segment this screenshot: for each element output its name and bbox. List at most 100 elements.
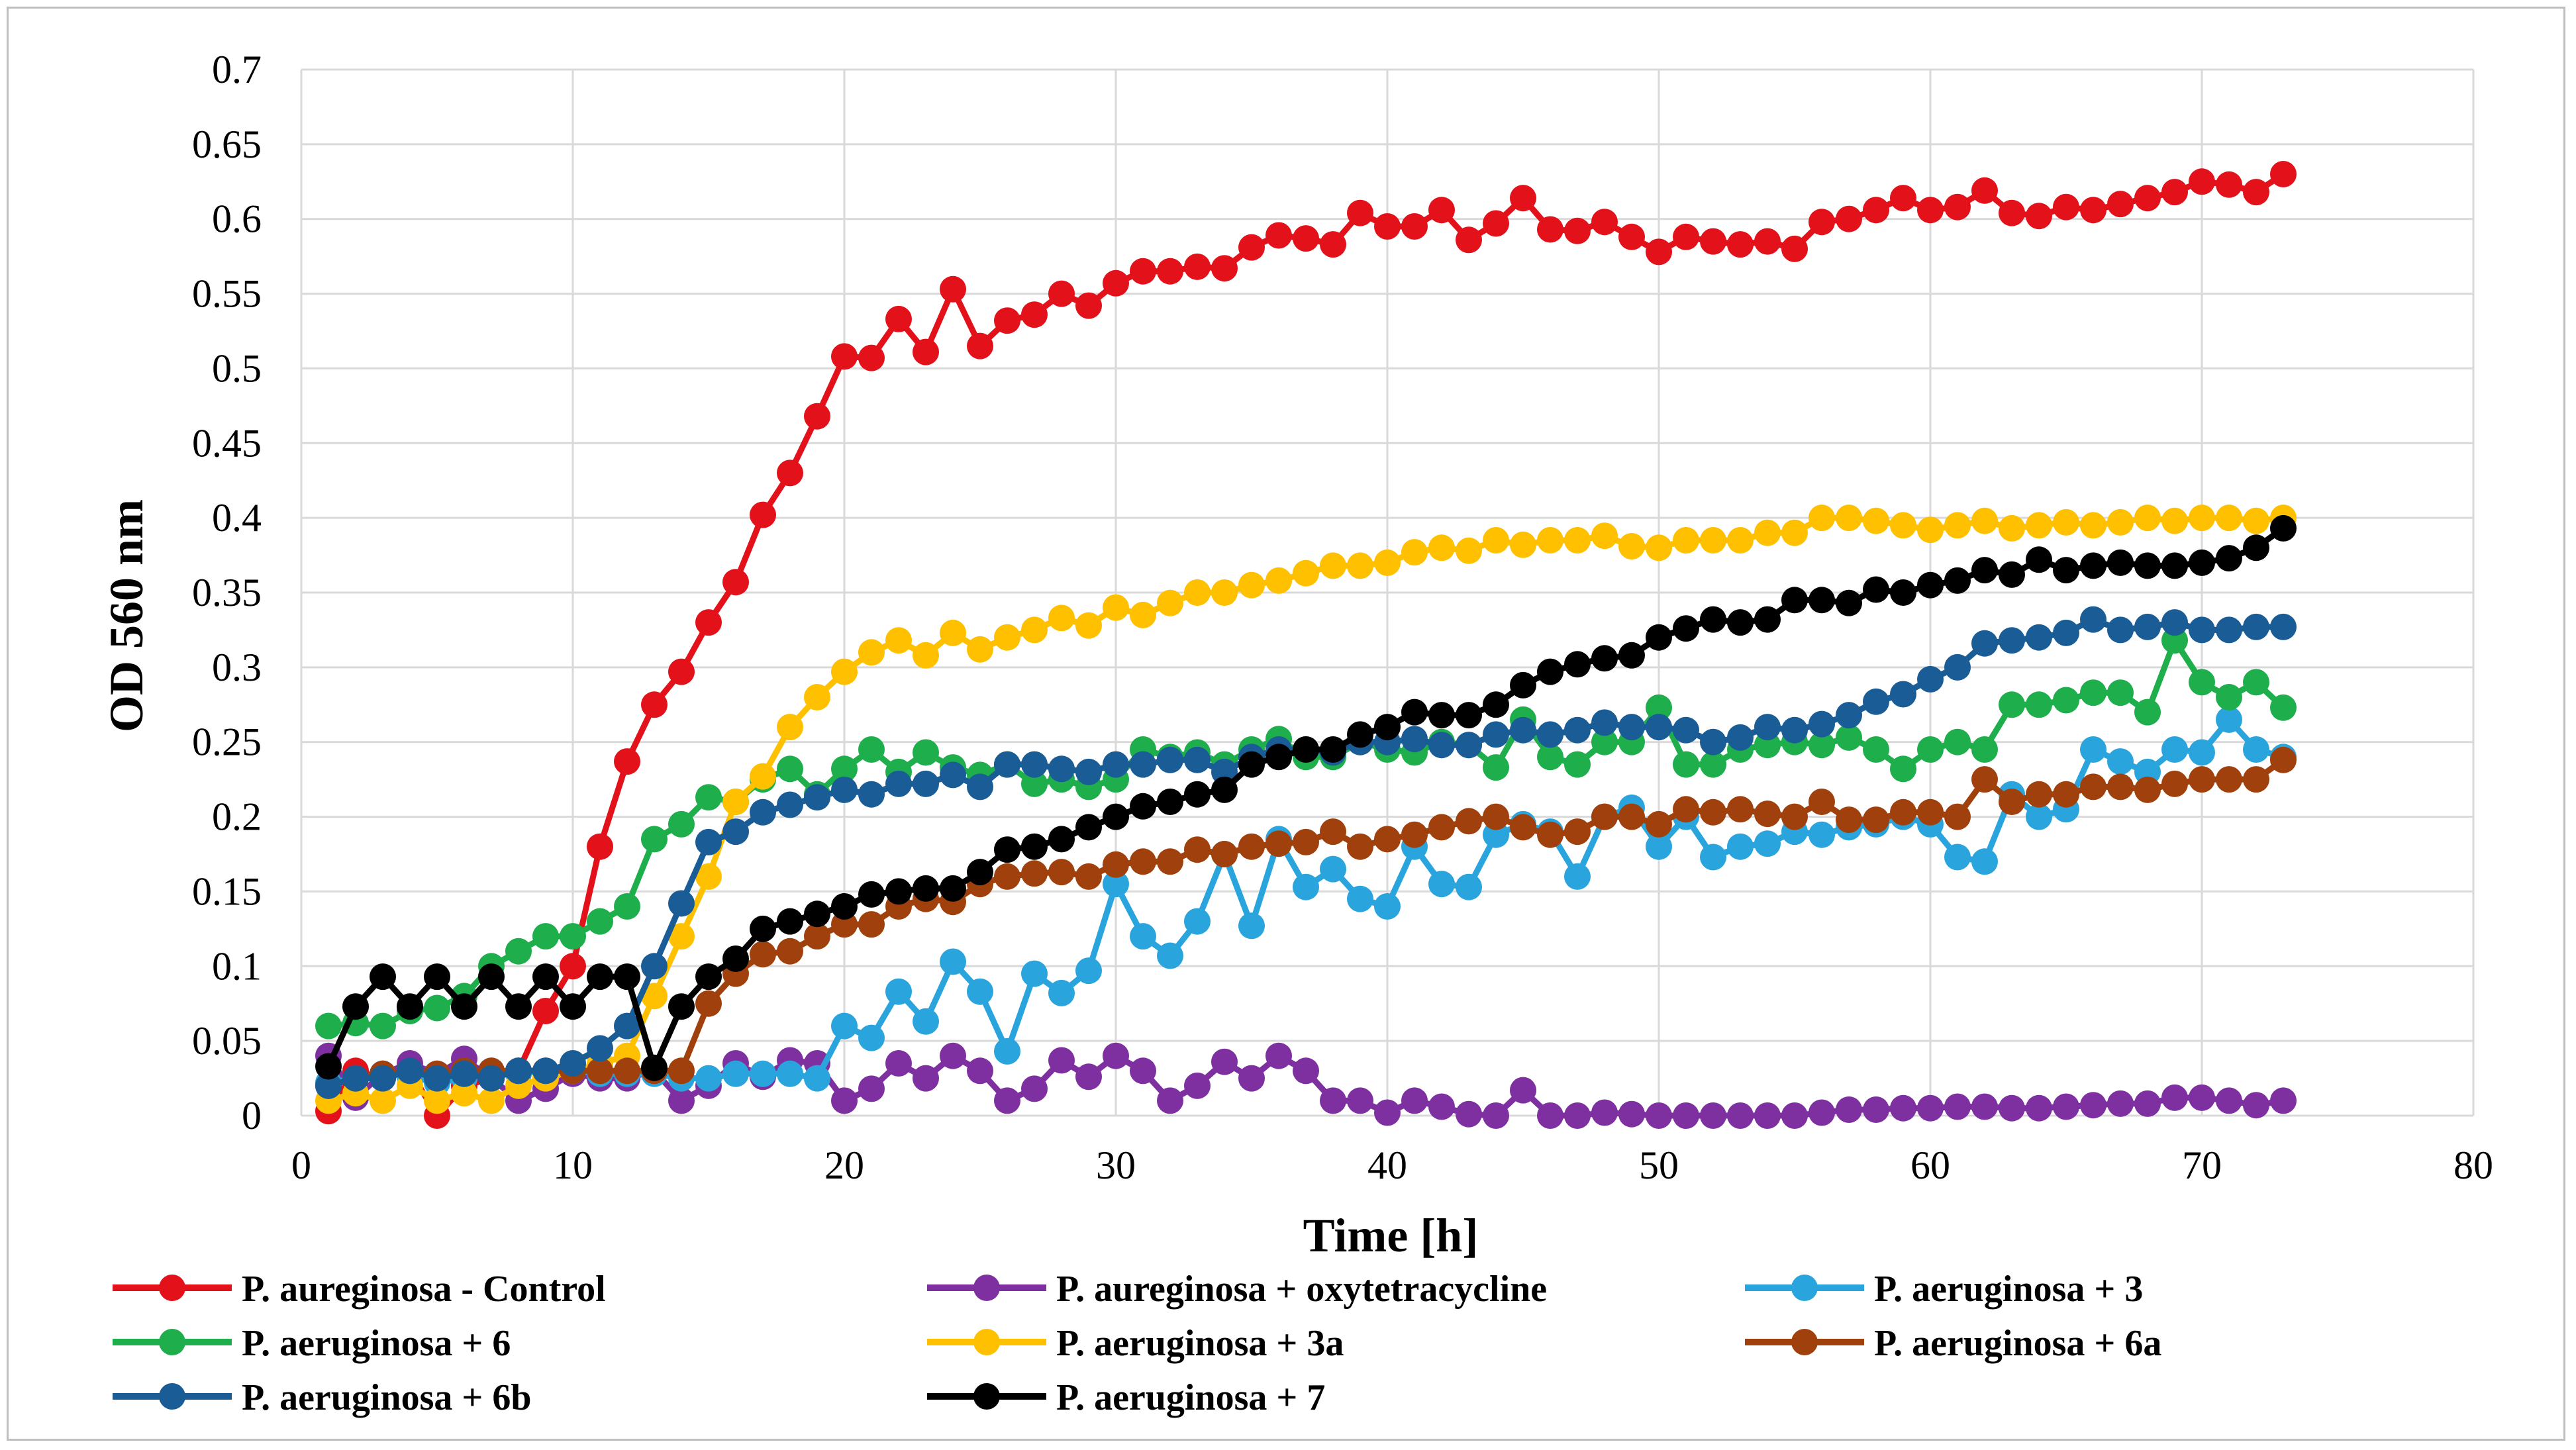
data-point xyxy=(1048,280,1075,307)
data-point xyxy=(1347,885,1373,912)
y-tick-label: 0.3 xyxy=(212,646,262,689)
legend-label: P. aeruginosa + 6b xyxy=(242,1377,531,1418)
data-point xyxy=(1836,205,1862,232)
data-point xyxy=(2080,736,2106,763)
data-point xyxy=(1510,185,1536,212)
data-point xyxy=(2134,505,2161,532)
data-point xyxy=(2161,609,2188,636)
data-point xyxy=(1510,671,1536,699)
data-point xyxy=(2053,619,2079,646)
data-point xyxy=(1293,559,1319,587)
data-point xyxy=(885,978,912,1005)
data-point xyxy=(2216,706,2242,733)
data-point xyxy=(1537,721,1563,748)
data-point xyxy=(722,1060,749,1087)
data-point xyxy=(2107,549,2134,576)
y-tick-label: 0.45 xyxy=(192,421,262,465)
data-point xyxy=(1917,736,1944,763)
x-tick-label: 10 xyxy=(553,1143,593,1187)
data-point xyxy=(885,627,912,654)
data-point xyxy=(2243,613,2269,640)
data-point xyxy=(1537,658,1563,685)
data-point xyxy=(858,736,885,763)
data-point xyxy=(614,963,640,991)
data-point xyxy=(1700,798,1726,826)
data-point xyxy=(1591,209,1618,236)
data-point xyxy=(2080,197,2106,224)
legend-swatch-marker xyxy=(159,1329,185,1355)
data-point xyxy=(505,938,532,965)
data-point xyxy=(1808,732,1835,759)
data-point xyxy=(2053,193,2079,220)
data-point xyxy=(1646,238,1672,266)
data-point xyxy=(1999,514,2025,542)
data-point xyxy=(1428,534,1455,561)
data-point xyxy=(1890,512,1916,539)
data-point xyxy=(1374,714,1401,741)
data-point xyxy=(1374,893,1401,920)
data-point xyxy=(1483,210,1509,237)
data-point xyxy=(967,978,993,1005)
legend-swatch-marker xyxy=(1791,1329,1818,1355)
data-point xyxy=(1808,209,1835,236)
data-point xyxy=(1320,231,1346,258)
data-point xyxy=(1075,292,1102,319)
data-point xyxy=(668,993,695,1020)
data-point xyxy=(831,343,858,370)
data-point xyxy=(451,1080,477,1107)
data-point xyxy=(804,684,830,710)
data-point xyxy=(424,963,450,991)
data-point xyxy=(2134,185,2161,212)
data-point xyxy=(1238,1065,1265,1092)
data-point xyxy=(994,1038,1020,1065)
data-point xyxy=(1265,567,1292,594)
data-point xyxy=(1021,833,1048,860)
data-point xyxy=(695,963,722,991)
data-point xyxy=(1347,721,1373,748)
data-point xyxy=(1564,716,1591,744)
data-point xyxy=(1537,744,1563,771)
legend-item: P. aeruginosa + 3 xyxy=(1745,1269,2143,1310)
data-point xyxy=(1211,579,1238,606)
data-point xyxy=(532,963,559,991)
data-point xyxy=(1564,527,1591,554)
data-point xyxy=(913,770,939,797)
data-point xyxy=(1944,1093,1971,1120)
data-point xyxy=(1401,821,1428,848)
data-point xyxy=(587,833,613,860)
data-point xyxy=(560,923,586,950)
data-point xyxy=(2270,613,2297,640)
data-point xyxy=(370,1065,396,1092)
data-point xyxy=(2189,739,2215,766)
data-point xyxy=(1999,561,2025,588)
data-point xyxy=(1944,512,1971,539)
data-point xyxy=(1537,216,1563,243)
data-point xyxy=(1075,863,1102,890)
data-point xyxy=(777,459,803,487)
data-point xyxy=(777,908,803,935)
data-point xyxy=(2243,736,2269,763)
data-point xyxy=(1510,814,1536,841)
data-point xyxy=(1591,728,1618,755)
data-point xyxy=(1917,516,1944,544)
data-point xyxy=(1591,522,1618,550)
series-2 xyxy=(315,1042,2297,1129)
data-point xyxy=(1999,1094,2025,1122)
data-point xyxy=(505,1057,532,1085)
data-point xyxy=(315,1072,342,1099)
data-point xyxy=(1808,789,1835,815)
y-tick-label: 0.55 xyxy=(192,272,262,316)
data-point xyxy=(1537,527,1563,554)
data-point xyxy=(1618,1100,1645,1128)
data-point xyxy=(1971,177,1998,204)
data-point xyxy=(1075,758,1102,785)
data-point xyxy=(1048,826,1075,853)
legend-item: P. aeruginosa + 6a xyxy=(1745,1323,2161,1364)
data-point xyxy=(1483,803,1509,830)
data-point xyxy=(1673,796,1699,823)
series-line xyxy=(327,514,2284,1104)
data-point xyxy=(1890,798,1916,826)
data-point xyxy=(2189,1084,2215,1111)
y-tick-label: 0.65 xyxy=(192,122,262,166)
